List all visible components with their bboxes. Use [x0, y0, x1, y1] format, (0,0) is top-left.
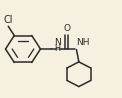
- Text: O: O: [63, 24, 70, 33]
- Text: H: H: [55, 44, 61, 53]
- Text: Cl: Cl: [4, 15, 13, 25]
- Text: N: N: [54, 38, 61, 47]
- Text: NH: NH: [76, 38, 90, 47]
